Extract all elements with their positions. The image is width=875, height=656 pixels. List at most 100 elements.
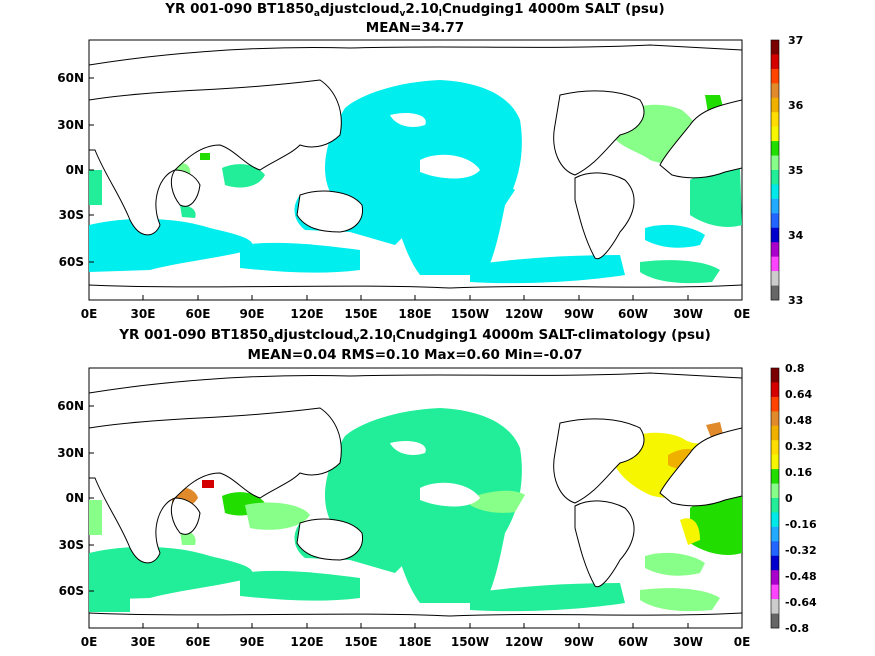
- colorbar-label: -0.64: [785, 596, 817, 609]
- y-tick-label: 60N: [57, 71, 84, 85]
- y-tick-label: 30S: [59, 208, 84, 222]
- colorbar-swatch: [771, 242, 779, 257]
- panel-2-x-axis: 0E 30E 60E 90E 120E 150E 180E 150W 120W …: [81, 623, 751, 649]
- colorbar-swatch: [771, 541, 779, 557]
- colorbar-swatches: [771, 40, 779, 301]
- colorbar-swatch: [771, 271, 779, 286]
- x-tick-label: 150E: [344, 307, 377, 321]
- colorbar-label: 0.8: [785, 362, 805, 375]
- colorbar-swatch: [771, 97, 779, 113]
- x-tick-label: 90E: [240, 307, 265, 321]
- panel-2-colorbar: 0.8 0.64 0.48 0.32 0.16 0 -0.16 -0.32 -0…: [770, 362, 817, 635]
- colorbar-swatch: [771, 498, 779, 513]
- colorbar-label: -0.8: [785, 622, 809, 635]
- panel-1-fields: [89, 44, 742, 289]
- x-tick-label: 120W: [505, 635, 543, 649]
- colorbar-swatch: [771, 512, 779, 528]
- colorbar-swatch: [771, 526, 779, 542]
- x-tick-label: 150E: [344, 635, 377, 649]
- y-tick-label: 30N: [57, 118, 84, 132]
- x-tick-label: 180E: [398, 635, 431, 649]
- colorbar-swatch: [771, 411, 779, 427]
- colorbar-swatch: [771, 213, 779, 229]
- colorbar-swatch: [771, 599, 779, 614]
- colorbar-swatch: [771, 469, 779, 484]
- colorbar-label: 33: [788, 294, 803, 307]
- x-tick-label: 30W: [673, 635, 703, 649]
- x-tick-label: 90E: [240, 635, 265, 649]
- colorbar-swatch: [771, 584, 779, 600]
- colorbar-label: 37: [788, 34, 803, 47]
- colorbar-swatch: [771, 83, 779, 99]
- colorbar-swatch: [771, 285, 779, 301]
- colorbar-swatch: [771, 68, 779, 84]
- colorbar-label: 35: [788, 164, 803, 177]
- colorbar-swatch: [771, 184, 779, 200]
- x-tick-label: 90W: [564, 635, 594, 649]
- x-tick-label: 0E: [734, 635, 751, 649]
- colorbar-swatch: [771, 54, 779, 70]
- colorbar-swatch: [771, 555, 779, 571]
- colorbar-swatch: [771, 382, 779, 398]
- panel-1-subtitle: MEAN=34.77: [365, 20, 465, 36]
- colorbar-swatch: [771, 570, 779, 585]
- colorbar-label: 0.64: [785, 388, 812, 401]
- colorbar-swatch: [771, 483, 779, 499]
- x-tick-label: 150W: [451, 635, 489, 649]
- x-tick-label: 0E: [81, 307, 98, 321]
- colorbar-swatch: [771, 126, 779, 142]
- x-tick-label: 30E: [131, 307, 156, 321]
- colorbar-label: -0.48: [785, 570, 817, 583]
- colorbar-swatch: [771, 368, 779, 383]
- colorbar-label: 0.16: [785, 466, 812, 479]
- x-tick-label: 120W: [505, 307, 543, 321]
- colorbar-label: 0.32: [785, 440, 812, 453]
- y-tick-label: 60N: [57, 399, 84, 413]
- colorbar-label: 0.48: [785, 414, 812, 427]
- colorbar-swatch: [771, 425, 779, 441]
- panel-2-title: YR 001-090 BT1850adjustcloudv2.10lCnudgi…: [119, 327, 711, 345]
- y-tick-label: 0N: [66, 491, 84, 505]
- colorbar-swatch: [771, 170, 779, 185]
- colorbar-label: 36: [788, 99, 804, 112]
- x-tick-label: 60W: [618, 307, 648, 321]
- panel-1-map: 0E 30E 60E 90E 120E 150E 180E 150W 120W …: [57, 34, 803, 321]
- panel-2-subtitle: MEAN=0.04 RMS=0.10 Max=0.60 Min=-0.07: [247, 347, 583, 363]
- panel-2-fields: [89, 372, 742, 617]
- panel-1-colorbar: 37 36 35 34 33: [770, 34, 804, 307]
- colorbar-label: -0.16: [785, 518, 817, 531]
- x-tick-label: 0E: [734, 307, 751, 321]
- y-tick-label: 30N: [57, 446, 84, 460]
- colorbar-label: -0.32: [785, 544, 817, 557]
- x-tick-label: 60E: [186, 307, 211, 321]
- y-tick-label: 30S: [59, 538, 84, 552]
- panel-1-y-axis: 60N 30N 0N 30S 60S: [57, 71, 94, 269]
- x-tick-label: 30E: [131, 635, 156, 649]
- y-tick-label: 0N: [66, 163, 84, 177]
- colorbar-swatch: [771, 141, 779, 156]
- colorbar-swatch: [771, 112, 779, 127]
- y-tick-label: 60S: [59, 255, 84, 269]
- x-tick-label: 150W: [451, 307, 489, 321]
- colorbar-label: 0: [785, 492, 793, 505]
- colorbar-swatch: [771, 227, 779, 243]
- colorbar-swatch: [771, 40, 779, 55]
- x-tick-label: 90W: [564, 307, 594, 321]
- colorbar-swatch: [771, 454, 779, 470]
- panel-1-title: YR 001-090 BT1850adjustcloudv2.10lCnudgi…: [165, 1, 665, 19]
- colorbar-swatch: [771, 396, 779, 412]
- colorbar-swatch: [771, 256, 779, 272]
- panel-2-y-axis: 60N 30N 0N 30S 60S: [57, 399, 94, 598]
- x-tick-label: 0E: [81, 635, 98, 649]
- panel-1-x-axis: 0E 30E 60E 90E 120E 150E 180E 150W 120W …: [81, 295, 751, 321]
- x-tick-label: 60E: [186, 635, 211, 649]
- x-tick-label: 120E: [290, 307, 323, 321]
- y-tick-label: 60S: [59, 584, 84, 598]
- colorbar-swatch: [771, 440, 779, 455]
- x-tick-label: 180E: [398, 307, 431, 321]
- x-tick-label: 30W: [673, 307, 703, 321]
- colorbar-swatch: [771, 198, 779, 214]
- x-tick-label: 60W: [618, 635, 648, 649]
- colorbar-label: 34: [788, 229, 804, 242]
